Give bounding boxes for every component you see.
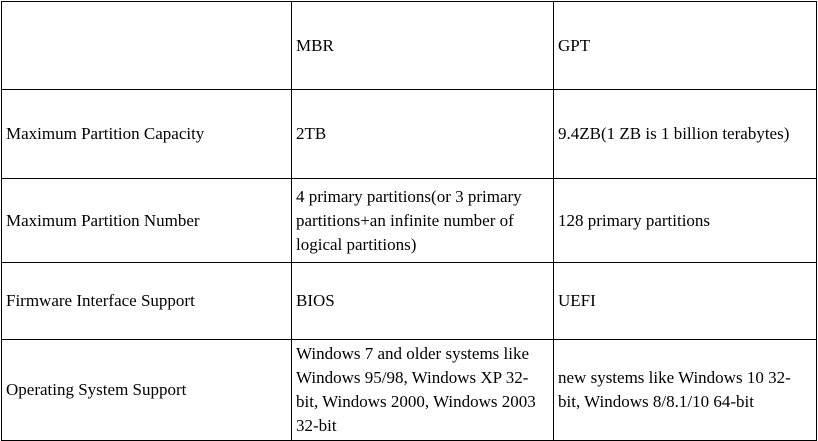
mbr-cell: 4 primary partitions(or 3 primary partit… bbox=[291, 178, 554, 263]
row-label: Firmware Interface Support bbox=[1, 262, 292, 340]
row-label: Operating System Support bbox=[1, 339, 292, 441]
row-label: Maximum Partition Number bbox=[1, 178, 292, 263]
gpt-cell: 128 primary partitions bbox=[553, 178, 817, 263]
table-row: Operating System Support Windows 7 and o… bbox=[1, 339, 817, 441]
header-cell-gpt: GPT bbox=[553, 1, 817, 90]
gpt-cell: 9.4ZB(1 ZB is 1 billion terabytes) bbox=[553, 89, 817, 179]
row-label: Maximum Partition Capacity bbox=[1, 89, 292, 179]
gpt-cell: UEFI bbox=[553, 262, 817, 340]
mbr-cell: 2TB bbox=[291, 89, 554, 179]
table-row: Maximum Partition Number 4 primary parti… bbox=[1, 178, 817, 263]
table-row: Maximum Partition Capacity 2TB 9.4ZB(1 Z… bbox=[1, 89, 817, 179]
header-cell-empty bbox=[1, 1, 292, 90]
header-cell-mbr: MBR bbox=[291, 1, 554, 90]
table-header-row: MBR GPT bbox=[1, 1, 817, 90]
gpt-cell: new systems like Windows 10 32-bit, Wind… bbox=[553, 339, 817, 441]
table-row: Firmware Interface Support BIOS UEFI bbox=[1, 262, 817, 340]
mbr-cell: Windows 7 and older systems like Windows… bbox=[291, 339, 554, 441]
mbr-cell: BIOS bbox=[291, 262, 554, 340]
